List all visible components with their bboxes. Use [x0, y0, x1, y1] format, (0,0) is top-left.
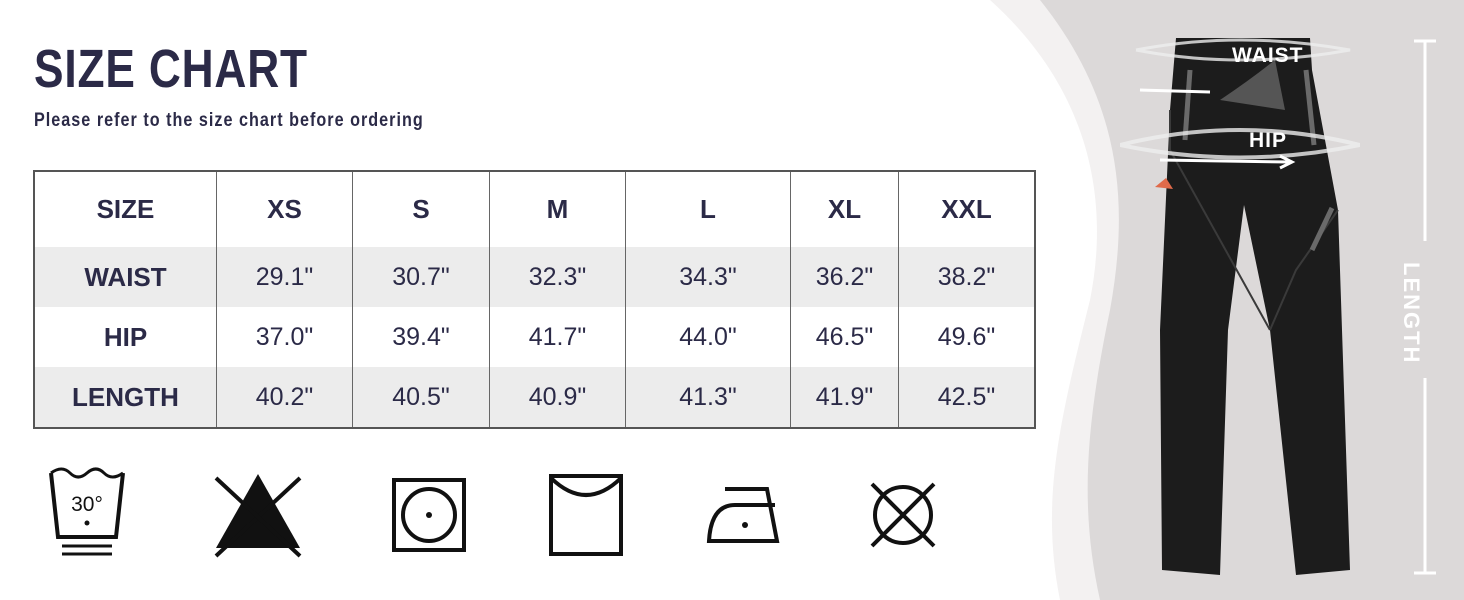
- column-header: XXL: [898, 171, 1035, 247]
- wash-30-icon: 30°: [49, 467, 125, 556]
- cell: 30.7": [352, 247, 490, 307]
- iron-low-icon: [706, 487, 780, 543]
- cell: 42.5": [898, 367, 1035, 428]
- cell: 41.7": [489, 307, 626, 367]
- table-row: WAIST 29.1" 30.7" 32.3" 34.3" 36.2" 38.2…: [34, 247, 1035, 307]
- cell: 32.3": [489, 247, 626, 307]
- cell: 40.2": [216, 367, 353, 428]
- length-label: LENGTH: [1399, 262, 1424, 365]
- hip-label: HIP: [1249, 129, 1288, 152]
- pants-image: [1120, 38, 1360, 575]
- line-dry-icon: [549, 474, 623, 556]
- cell: 41.9": [790, 367, 899, 428]
- cell: 29.1": [216, 247, 353, 307]
- column-header: M: [489, 171, 626, 247]
- column-header: XS: [216, 171, 353, 247]
- size-table: SIZE XS S M L XL XXL WAIST 29.1" 30.7" 3…: [33, 170, 1036, 429]
- row-label: LENGTH: [34, 367, 217, 428]
- column-header: XL: [790, 171, 899, 247]
- page-title: SIZE CHART: [34, 39, 308, 99]
- column-header: S: [352, 171, 490, 247]
- cell: 39.4": [352, 307, 490, 367]
- row-label: HIP: [103, 321, 148, 352]
- svg-text:30°: 30°: [71, 493, 103, 516]
- cell: 46.5": [790, 307, 899, 367]
- cell: 44.0": [625, 307, 791, 367]
- cell: 36.2": [790, 247, 899, 307]
- do-not-bleach-icon: [214, 474, 302, 558]
- cell: 37.0": [216, 307, 353, 367]
- table-row: HIP 37.0" 39.4" 41.7" 44.0" 46.5" 49.6": [34, 307, 1035, 367]
- cell: 40.9": [489, 367, 626, 428]
- page-subtitle: Please refer to the size chart before or…: [34, 110, 424, 131]
- waist-label: WAIST: [1232, 44, 1304, 67]
- cell: 41.3": [625, 367, 791, 428]
- do-not-dry-clean-icon: [870, 482, 936, 548]
- length-measure-line: [1414, 39, 1436, 575]
- cell: 34.3": [625, 247, 791, 307]
- table-header-row: SIZE XS S M L XL XXL: [34, 171, 1035, 247]
- cell: 40.5": [352, 367, 490, 428]
- cell: 38.2": [898, 247, 1035, 307]
- row-label: WAIST: [34, 247, 217, 307]
- column-header: SIZE: [96, 194, 155, 224]
- column-header: L: [625, 171, 791, 247]
- table-row: LENGTH 40.2" 40.5" 40.9" 41.3" 41.9" 42.…: [34, 367, 1035, 428]
- tumble-dry-icon: [392, 478, 466, 552]
- cell: 49.6": [898, 307, 1035, 367]
